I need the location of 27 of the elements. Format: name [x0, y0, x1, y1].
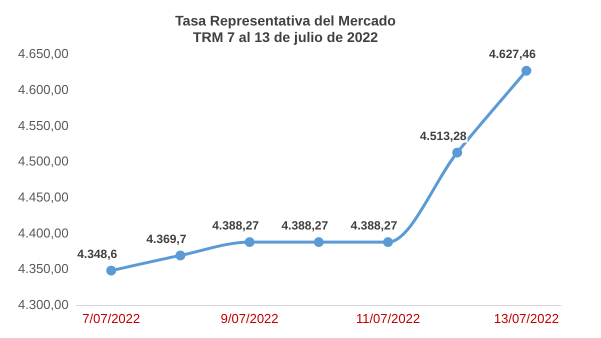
data-label: 4.348,6: [77, 246, 118, 261]
chart-title: Tasa Representativa del Mercado TRM 7 al 13 de julio de 2022: [175, 12, 396, 46]
y-tick-label: 4.400,00: [18, 225, 69, 240]
y-tick-label: 4.550,00: [18, 118, 69, 133]
data-label: 4.627,46: [489, 47, 536, 62]
point: [244, 237, 255, 248]
y-tick-label: 4.600,00: [18, 82, 69, 98]
y-tick-label: 4.500,00: [18, 154, 69, 169]
data-label: 4.513,28: [420, 128, 467, 143]
x-tick-label: 13/07/2022: [494, 310, 559, 326]
y-tick-label: 4.300,00: [18, 296, 69, 312]
data-label: 4.388,27: [212, 218, 260, 232]
x-tick-label: 7/07/2022: [82, 310, 140, 326]
y-tick-label: 4.650,00: [18, 46, 69, 62]
point: [175, 250, 186, 260]
point: [452, 148, 462, 158]
point: [383, 237, 393, 248]
data-label: 4.388,27: [350, 218, 398, 232]
point: [314, 237, 324, 248]
data-label: 4.388,27: [281, 218, 328, 232]
data-label: 4.369,7: [146, 232, 187, 246]
y-tick-label: 4.450,00: [18, 189, 69, 204]
point: [106, 266, 116, 276]
x-tick-label: 11/07/2022: [356, 310, 420, 326]
y-tick-label: 4.350,00: [18, 261, 69, 276]
x-tick-label: 9/07/2022: [220, 310, 279, 326]
point: [521, 66, 532, 76]
